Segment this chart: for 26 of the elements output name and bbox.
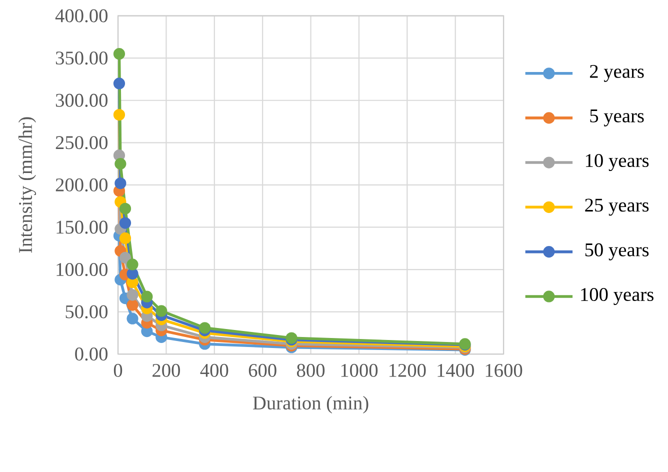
x-tick-label: 1400 (438, 364, 474, 377)
legend-label: 5 years (590, 109, 644, 126)
legend-label: 25 years (585, 198, 649, 216)
x-tick-label: 400 (200, 364, 228, 377)
x-tick-label: 800 (297, 364, 325, 377)
y-tick-label: 200.00 (56, 178, 108, 192)
x-tick-label: 0 (114, 364, 122, 377)
y-tick-label: 100.00 (56, 262, 108, 276)
x-tick-label: 200 (152, 364, 180, 377)
x-tick-label: 1200 (389, 364, 426, 377)
y-tick-label: 50.00 (66, 305, 108, 318)
y-tick-label: 350.00 (56, 51, 108, 65)
y-tick-label: 0.00 (75, 347, 108, 361)
x-tick-label: 1000 (341, 364, 378, 377)
x-tick-label: 1600 (486, 364, 522, 377)
y-axis-title: Intensity (mm/hr) (18, 117, 36, 253)
legend-label: 100 years (581, 288, 654, 305)
y-tick-label: 250.00 (56, 136, 108, 150)
y-tick-label: 400.00 (55, 9, 108, 22)
y-tick-label: 300.00 (56, 94, 108, 107)
legend-label: 10 years (586, 154, 649, 171)
y-tick-label: 150.00 (56, 220, 108, 234)
x-tick-label: 600 (248, 364, 276, 377)
legend-label: 50 years (585, 243, 649, 260)
x-axis-title: Duration (min) (253, 396, 368, 414)
legend-label: 2 years (590, 64, 644, 82)
